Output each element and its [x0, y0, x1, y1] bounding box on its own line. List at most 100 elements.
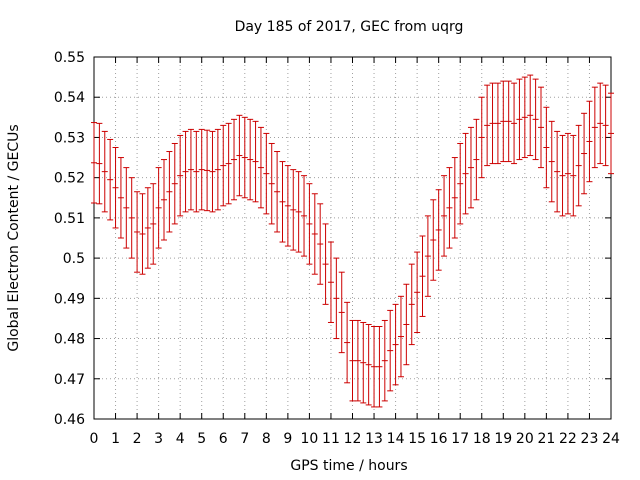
error-bar: [602, 84, 609, 167]
error-bar: [419, 235, 426, 317]
x-axis-tick-labels: 0 1 2 3 4 5 6 7 8 9 10 11 12 13 14 15 16 17 18 19 20 21 22 23 24: [90, 431, 620, 447]
error-bar: [586, 100, 593, 183]
error-bar: [279, 161, 286, 243]
x-tick-label: 16: [430, 431, 448, 447]
error-bar: [543, 106, 550, 189]
x-tick-label: 10: [301, 431, 319, 447]
axis-ticks: [93, 56, 612, 420]
error-bar: [134, 191, 141, 273]
error-bar: [166, 151, 173, 233]
error-bar: [349, 319, 356, 402]
error-bar: [274, 151, 281, 233]
error-bar: [441, 175, 448, 257]
y-tick-label: 0.53: [54, 130, 85, 146]
error-bar: [101, 130, 108, 213]
error-bar: [354, 319, 361, 402]
x-tick-label: 21: [537, 431, 555, 447]
y-axis-label: Global Electron Content / GECUs: [6, 124, 22, 351]
x-tick-label: 8: [262, 431, 271, 447]
error-bar: [608, 92, 614, 175]
x-tick-label: 17: [451, 431, 469, 447]
error-bar: [333, 257, 340, 340]
error-bar: [214, 128, 221, 211]
error-bars: [91, 74, 614, 408]
error-bar: [457, 142, 464, 225]
error-bar: [424, 215, 431, 297]
error-bar: [327, 241, 334, 323]
error-bar: [408, 263, 415, 346]
error-bar: [209, 130, 216, 213]
error-bar: [193, 130, 200, 213]
error-bar: [171, 142, 178, 225]
error-bar: [446, 167, 453, 249]
error-bar: [306, 183, 313, 265]
x-tick-label: 23: [581, 431, 599, 447]
x-tick-label: 20: [516, 431, 534, 447]
x-tick-label: 24: [602, 431, 620, 447]
y-tick-label: 0.55: [54, 50, 85, 66]
error-bar: [532, 78, 539, 161]
x-tick-label: 19: [494, 431, 512, 447]
error-bar: [241, 116, 248, 199]
x-tick-label: 13: [365, 431, 383, 447]
error-bar: [150, 183, 157, 265]
y-tick-label: 0.48: [54, 332, 85, 348]
y-tick-label: 0.5: [63, 251, 85, 267]
y-tick-label: 0.54: [54, 90, 85, 106]
error-bar: [225, 122, 232, 205]
error-bar: [537, 86, 544, 169]
error-bar: [198, 128, 205, 211]
error-bar: [581, 112, 588, 195]
x-tick-label: 18: [473, 431, 491, 447]
error-bar: [527, 74, 534, 157]
x-tick-label: 14: [387, 431, 405, 447]
error-bar: [155, 167, 162, 249]
error-bar: [365, 323, 372, 406]
error-bar: [263, 132, 270, 215]
error-bar: [123, 167, 130, 249]
error-bar: [381, 319, 388, 402]
error-bar: [144, 187, 151, 269]
error-bar: [284, 165, 291, 247]
error-bar: [182, 130, 189, 213]
error-bar: [290, 169, 297, 251]
error-bar: [473, 118, 480, 201]
error-bar: [376, 325, 383, 408]
x-tick-label: 2: [133, 431, 142, 447]
error-bar: [247, 118, 254, 201]
error-bar: [500, 80, 507, 163]
x-tick-label: 5: [197, 431, 206, 447]
error-bar: [112, 147, 119, 229]
error-bar: [128, 177, 135, 259]
y-tick-label: 0.47: [54, 372, 85, 388]
error-bar: [451, 157, 458, 239]
error-bar: [430, 199, 437, 281]
error-bar: [521, 76, 528, 159]
error-bar: [295, 171, 302, 253]
x-tick-label: 6: [219, 431, 228, 447]
error-bar: [597, 82, 604, 165]
y-tick-label: 0.46: [54, 412, 85, 428]
error-bar: [322, 223, 329, 305]
error-bar: [107, 138, 114, 221]
error-bar: [511, 82, 518, 165]
error-bar: [392, 303, 399, 386]
y-tick-label: 0.51: [54, 211, 85, 227]
error-bar: [414, 251, 421, 334]
error-bar: [257, 126, 264, 209]
x-axis-label: GPS time / hours: [290, 458, 407, 474]
y-axis-tick-labels: 0.46 0.47 0.48 0.49 0.5 0.51 0.52 0.53 0.54 0.55: [54, 50, 85, 428]
error-bar: [548, 120, 555, 203]
error-bar: [435, 189, 442, 271]
error-bar: [559, 134, 566, 217]
error-bar: [494, 82, 501, 165]
x-tick-label: 22: [559, 431, 577, 447]
error-bar: [91, 122, 97, 204]
error-bar: [301, 175, 308, 257]
error-bar: [204, 129, 211, 212]
x-tick-label: 4: [176, 431, 185, 447]
error-bar: [467, 126, 474, 209]
error-bar: [554, 130, 561, 213]
error-bar: [338, 271, 345, 354]
error-bar: [489, 82, 496, 165]
